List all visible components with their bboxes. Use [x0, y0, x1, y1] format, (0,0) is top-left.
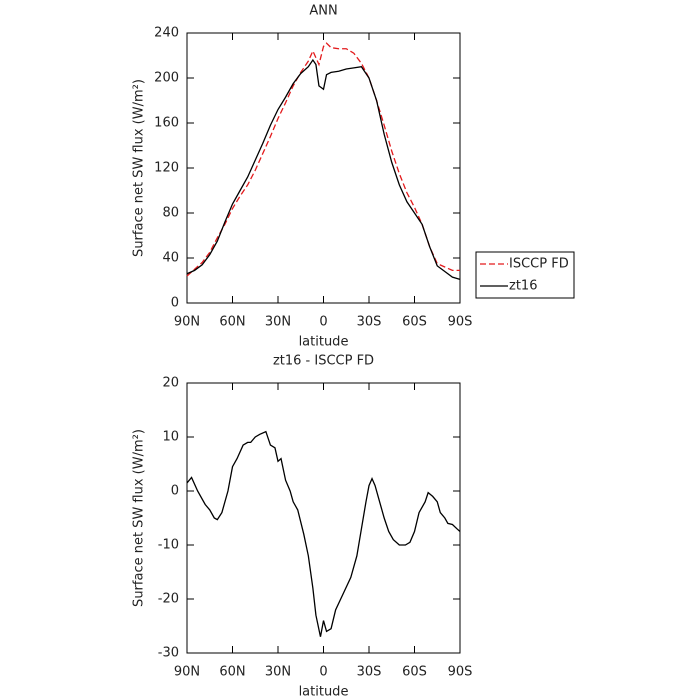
y-tick-label: 80	[162, 206, 179, 221]
x-tick-label: 90S	[448, 315, 473, 330]
data-line	[186, 58, 461, 281]
x-tick-label: 30S	[357, 315, 382, 330]
y-tick-label: 0	[171, 484, 179, 499]
legend-label: ISCCP FD	[509, 257, 569, 272]
data-line	[186, 430, 461, 637]
y-tick-label: 160	[154, 116, 179, 131]
y-axis-label: Surface net SW flux (W/m²)	[132, 79, 147, 257]
y-tick-label: 10	[162, 430, 179, 445]
data-line	[186, 42, 460, 277]
legend-label: zt16	[509, 279, 537, 294]
y-axis-label: Surface net SW flux (W/m²)	[132, 429, 147, 607]
x-tick-label: 60S	[402, 315, 427, 330]
x-tick-label: 60S	[402, 665, 427, 680]
y-tick-label: -20	[158, 592, 179, 607]
y-tick-label: 40	[162, 251, 179, 266]
x-axis-label: latitude	[299, 335, 349, 350]
plot-frame	[186, 32, 461, 304]
x-tick-label: 0	[319, 315, 327, 330]
x-axis-label: latitude	[299, 685, 349, 700]
chart-title: ANN	[309, 4, 337, 19]
y-tick-label: 200	[154, 71, 179, 86]
x-tick-label: 90N	[174, 665, 200, 680]
x-tick-label: 60N	[219, 315, 245, 330]
plot-frame	[186, 382, 461, 654]
x-tick-label: 90S	[448, 665, 473, 680]
y-tick-label: -10	[158, 538, 179, 553]
x-tick-label: 30N	[265, 665, 291, 680]
x-tick-label: 30N	[265, 315, 291, 330]
y-tick-label: 120	[154, 161, 179, 176]
legend-box	[475, 251, 575, 299]
y-tick-label: 20	[162, 376, 179, 391]
x-tick-label: 0	[319, 665, 327, 680]
x-tick-label: 90N	[174, 315, 200, 330]
y-tick-label: -30	[158, 646, 179, 661]
x-tick-label: 30S	[357, 665, 382, 680]
y-tick-label: 240	[154, 26, 179, 41]
x-tick-label: 60N	[219, 665, 245, 680]
y-tick-label: 0	[171, 296, 179, 311]
chart-title: zt16 - ISCCP FD	[273, 354, 374, 369]
